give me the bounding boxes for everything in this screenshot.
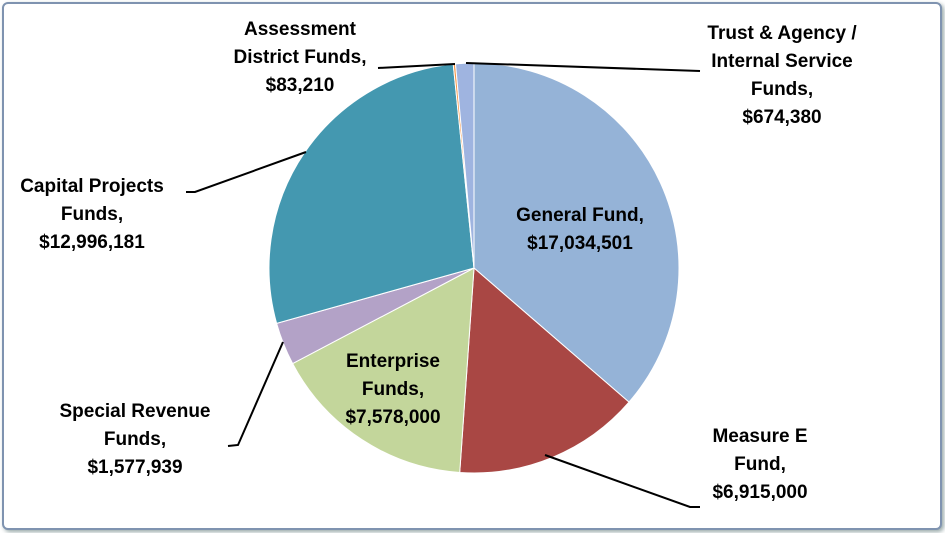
slice-value: $7,578,000 [345,407,441,428]
slice-name: Enterprise Funds, [346,351,440,400]
slice-value: $83,210 [265,75,335,96]
data-label: General Fund, $17,034,501 [500,202,660,258]
slice-value: $17,034,501 [527,233,633,254]
slice-name: Measure E Fund, [712,426,808,475]
data-label: Special Revenue Funds, $1,577,939 [43,398,228,482]
slice-name: Assessment District Funds, [233,19,367,68]
leader-line [465,62,701,72]
data-label: Enterprise Funds, $7,578,000 [331,348,456,432]
leader-line [544,454,700,508]
slice-value: $1,577,939 [87,457,183,478]
slice-value: $6,915,000 [712,482,808,503]
leader-line [377,63,456,69]
slices [268,62,680,474]
slice-name: Special Revenue Funds, [59,401,211,450]
data-label: Assessment District Funds, $83,210 [218,16,383,100]
data-label: Trust & Agency / Internal Service Funds,… [702,20,862,132]
slice-name: Capital Projects Funds, [20,176,164,225]
leader-line [186,151,307,193]
pie-slice [291,267,475,474]
slice-value: $12,996,181 [39,232,145,253]
leader-lines [186,62,701,508]
data-label: Capital Projects Funds, $12,996,181 [5,173,180,257]
slice-value: $674,380 [742,107,822,128]
pie-slice [473,62,680,403]
leader-line [227,341,284,447]
slice-name: General Fund, [516,205,644,226]
slice-name: Trust & Agency / Internal Service Funds, [707,23,857,100]
data-label: Measure E Fund, $6,915,000 [700,423,820,507]
